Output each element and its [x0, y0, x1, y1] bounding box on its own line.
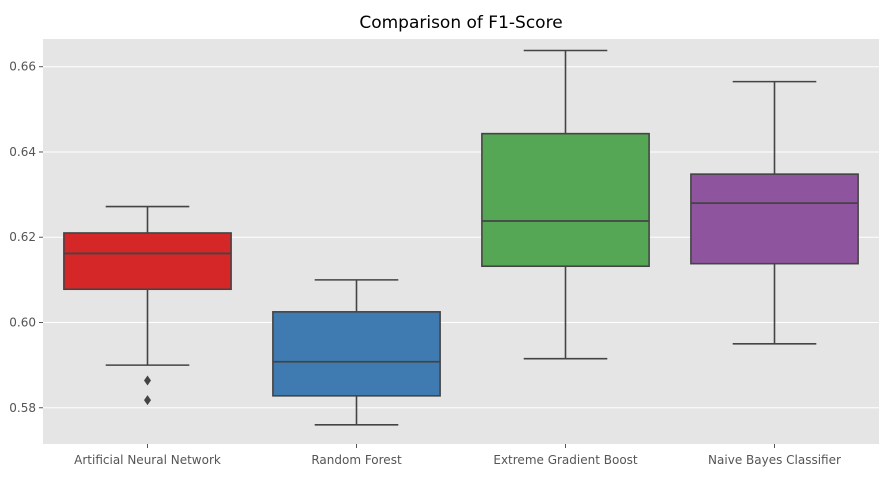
box-group: [690, 80, 859, 345]
y-axis-ticks: 0.58 0.60 0.62 0.64 0.66: [9, 60, 43, 415]
iqr-box: [481, 132, 650, 268]
x-axis-ticks: Artificial Neural Network Random Forest Ex…: [74, 444, 841, 467]
x-tick-label: Random Forest: [311, 453, 402, 467]
box-series: [63, 49, 859, 426]
y-tick-label: 0.62: [9, 230, 36, 244]
iqr-box: [690, 173, 859, 265]
x-tick-label: Naive Bayes Classifier: [708, 453, 841, 467]
box-group: [481, 49, 650, 360]
x-tick-label: Extreme Gradient Boost: [493, 453, 638, 467]
iqr-box: [63, 232, 232, 291]
y-tick-label: 0.58: [9, 401, 36, 415]
outlier-marker: [144, 395, 151, 406]
box-group: [272, 279, 441, 426]
box-group: [63, 205, 232, 406]
chart-title: Comparison of F1-Score: [359, 13, 562, 33]
iqr-box: [272, 311, 441, 397]
y-tick-label: 0.66: [9, 60, 36, 74]
x-tick-label: Artificial Neural Network: [74, 453, 221, 467]
y-tick-label: 0.60: [9, 316, 36, 330]
y-tick-label: 0.64: [9, 145, 36, 159]
outlier-marker: [144, 375, 151, 386]
